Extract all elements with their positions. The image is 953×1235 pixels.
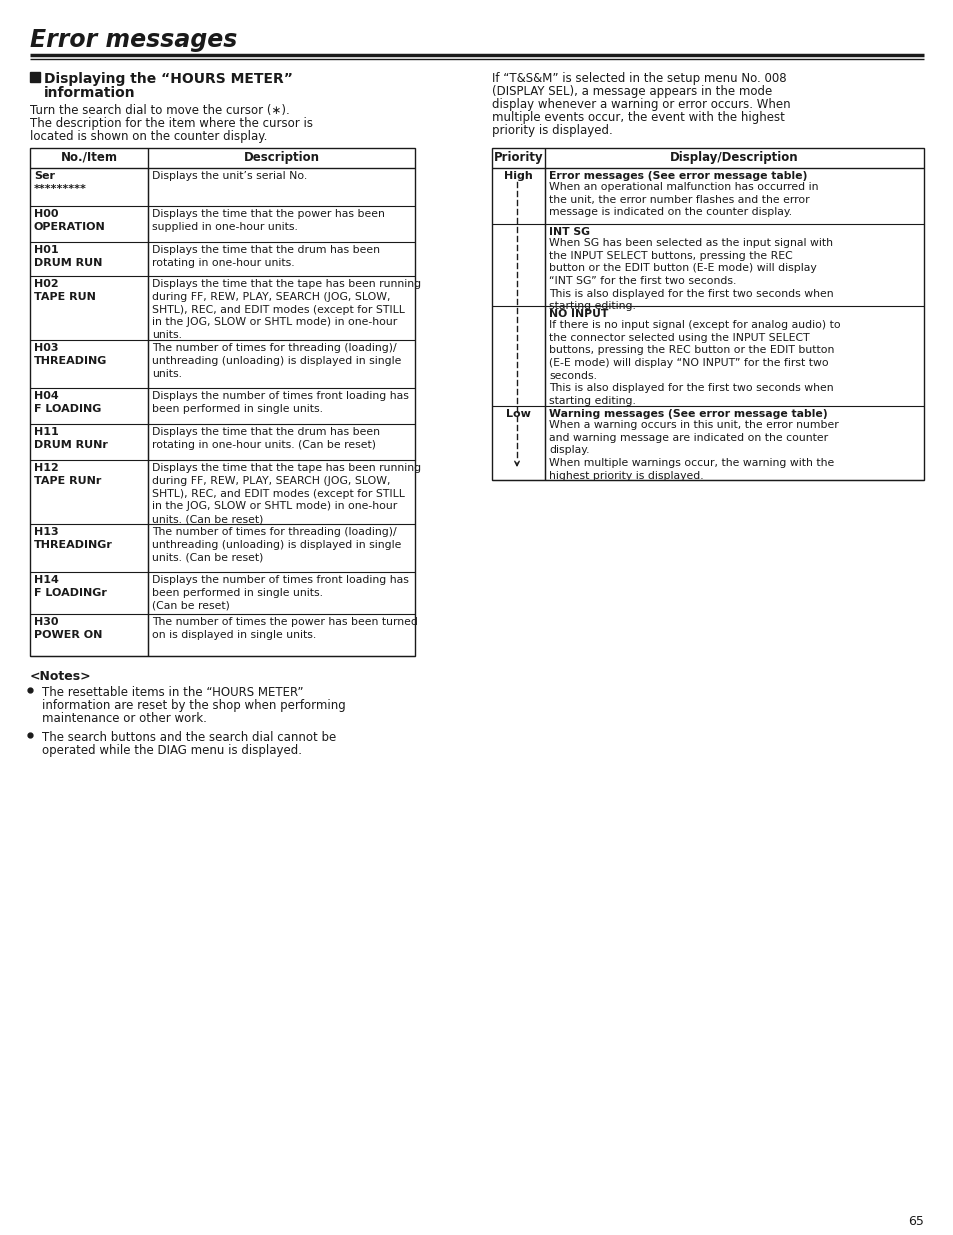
- Text: Displays the time that the tape has been running
during FF, REW, PLAY, SEARCH (J: Displays the time that the tape has been…: [152, 279, 420, 340]
- Text: H13: H13: [34, 527, 58, 537]
- Text: *********: *********: [34, 184, 87, 194]
- Bar: [30, 148, 415, 656]
- Text: INT SG: INT SG: [548, 227, 589, 237]
- Bar: [30, 72, 40, 82]
- Text: located is shown on the counter display.: located is shown on the counter display.: [30, 130, 267, 143]
- Text: information are reset by the shop when performing: information are reset by the shop when p…: [42, 699, 345, 713]
- Text: Priority: Priority: [493, 151, 543, 164]
- Text: maintenance or other work.: maintenance or other work.: [42, 713, 207, 725]
- Text: THREADING: THREADING: [34, 356, 108, 366]
- Text: High: High: [503, 170, 533, 182]
- Text: Error messages: Error messages: [30, 28, 237, 52]
- Text: (DISPLAY SEL), a message appears in the mode: (DISPLAY SEL), a message appears in the …: [492, 85, 771, 98]
- Text: Displays the time that the tape has been running
during FF, REW, PLAY, SEARCH (J: Displays the time that the tape has been…: [152, 463, 420, 524]
- Text: No./Item: No./Item: [60, 151, 117, 164]
- Text: Warning messages (See error message table): Warning messages (See error message tabl…: [548, 409, 827, 419]
- Text: POWER ON: POWER ON: [34, 630, 102, 640]
- Text: The resettable items in the “HOURS METER”: The resettable items in the “HOURS METER…: [42, 685, 303, 699]
- Text: <Notes>: <Notes>: [30, 671, 91, 683]
- Text: THREADINGr: THREADINGr: [34, 540, 112, 550]
- Text: H30: H30: [34, 618, 58, 627]
- Text: information: information: [44, 86, 135, 100]
- Text: If “T&S&M” is selected in the setup menu No. 008: If “T&S&M” is selected in the setup menu…: [492, 72, 786, 85]
- Text: Displays the time that the drum has been
rotating in one-hour units.: Displays the time that the drum has been…: [152, 245, 379, 268]
- Text: Displaying the “HOURS METER”: Displaying the “HOURS METER”: [44, 72, 293, 86]
- Text: TAPE RUN: TAPE RUN: [34, 291, 95, 303]
- Text: Description: Description: [243, 151, 319, 164]
- Text: Display/Description: Display/Description: [670, 151, 798, 164]
- Text: Displays the time that the drum has been
rotating in one-hour units. (Can be res: Displays the time that the drum has been…: [152, 427, 379, 450]
- Text: The number of times for threading (loading)/
unthreading (unloading) is displaye: The number of times for threading (loadi…: [152, 527, 401, 563]
- Text: H02: H02: [34, 279, 58, 289]
- Text: The number of times for threading (loading)/
unthreading (unloading) is displaye: The number of times for threading (loadi…: [152, 343, 401, 379]
- Text: Displays the number of times front loading has
been performed in single units.: Displays the number of times front loadi…: [152, 391, 409, 414]
- Text: The search buttons and the search dial cannot be: The search buttons and the search dial c…: [42, 731, 335, 743]
- Text: When an operational malfunction has occurred in
the unit, the error number flash: When an operational malfunction has occu…: [548, 182, 818, 217]
- Text: H01: H01: [34, 245, 58, 254]
- Text: Turn the search dial to move the cursor (∗).: Turn the search dial to move the cursor …: [30, 104, 290, 117]
- Text: H12: H12: [34, 463, 59, 473]
- Text: 65: 65: [907, 1215, 923, 1228]
- Text: H00: H00: [34, 209, 58, 219]
- Text: operated while the DIAG menu is displayed.: operated while the DIAG menu is displaye…: [42, 743, 302, 757]
- Text: Displays the time that the power has been
supplied in one-hour units.: Displays the time that the power has bee…: [152, 209, 384, 232]
- Text: The number of times the power has been turned
on is displayed in single units.: The number of times the power has been t…: [152, 618, 417, 640]
- Text: When SG has been selected as the input signal with
the INPUT SELECT buttons, pre: When SG has been selected as the input s…: [548, 238, 833, 311]
- Text: H03: H03: [34, 343, 58, 353]
- Text: When a warning occurs in this unit, the error number
and warning message are ind: When a warning occurs in this unit, the …: [548, 420, 838, 480]
- Text: Error messages (See error message table): Error messages (See error message table): [548, 170, 806, 182]
- Bar: [492, 148, 923, 480]
- Text: display whenever a warning or error occurs. When: display whenever a warning or error occu…: [492, 98, 790, 111]
- Text: DRUM RUN: DRUM RUN: [34, 258, 102, 268]
- Text: F LOADINGr: F LOADINGr: [34, 588, 107, 598]
- Text: H14: H14: [34, 576, 59, 585]
- Text: OPERATION: OPERATION: [34, 222, 106, 232]
- Text: The description for the item where the cursor is: The description for the item where the c…: [30, 117, 313, 130]
- Text: DRUM RUNr: DRUM RUNr: [34, 440, 108, 450]
- Text: NO INPUT: NO INPUT: [548, 309, 608, 319]
- Text: H11: H11: [34, 427, 59, 437]
- Text: priority is displayed.: priority is displayed.: [492, 124, 612, 137]
- Text: F LOADING: F LOADING: [34, 404, 101, 414]
- Text: Ser: Ser: [34, 170, 55, 182]
- Text: Low: Low: [505, 409, 531, 419]
- Text: If there is no input signal (except for analog audio) to
the connector selected : If there is no input signal (except for …: [548, 320, 840, 406]
- Text: multiple events occur, the event with the highest: multiple events occur, the event with th…: [492, 111, 784, 124]
- Text: H04: H04: [34, 391, 59, 401]
- Text: Displays the unit’s serial No.: Displays the unit’s serial No.: [152, 170, 307, 182]
- Text: TAPE RUNr: TAPE RUNr: [34, 475, 101, 487]
- Text: Displays the number of times front loading has
been performed in single units.
(: Displays the number of times front loadi…: [152, 576, 409, 610]
